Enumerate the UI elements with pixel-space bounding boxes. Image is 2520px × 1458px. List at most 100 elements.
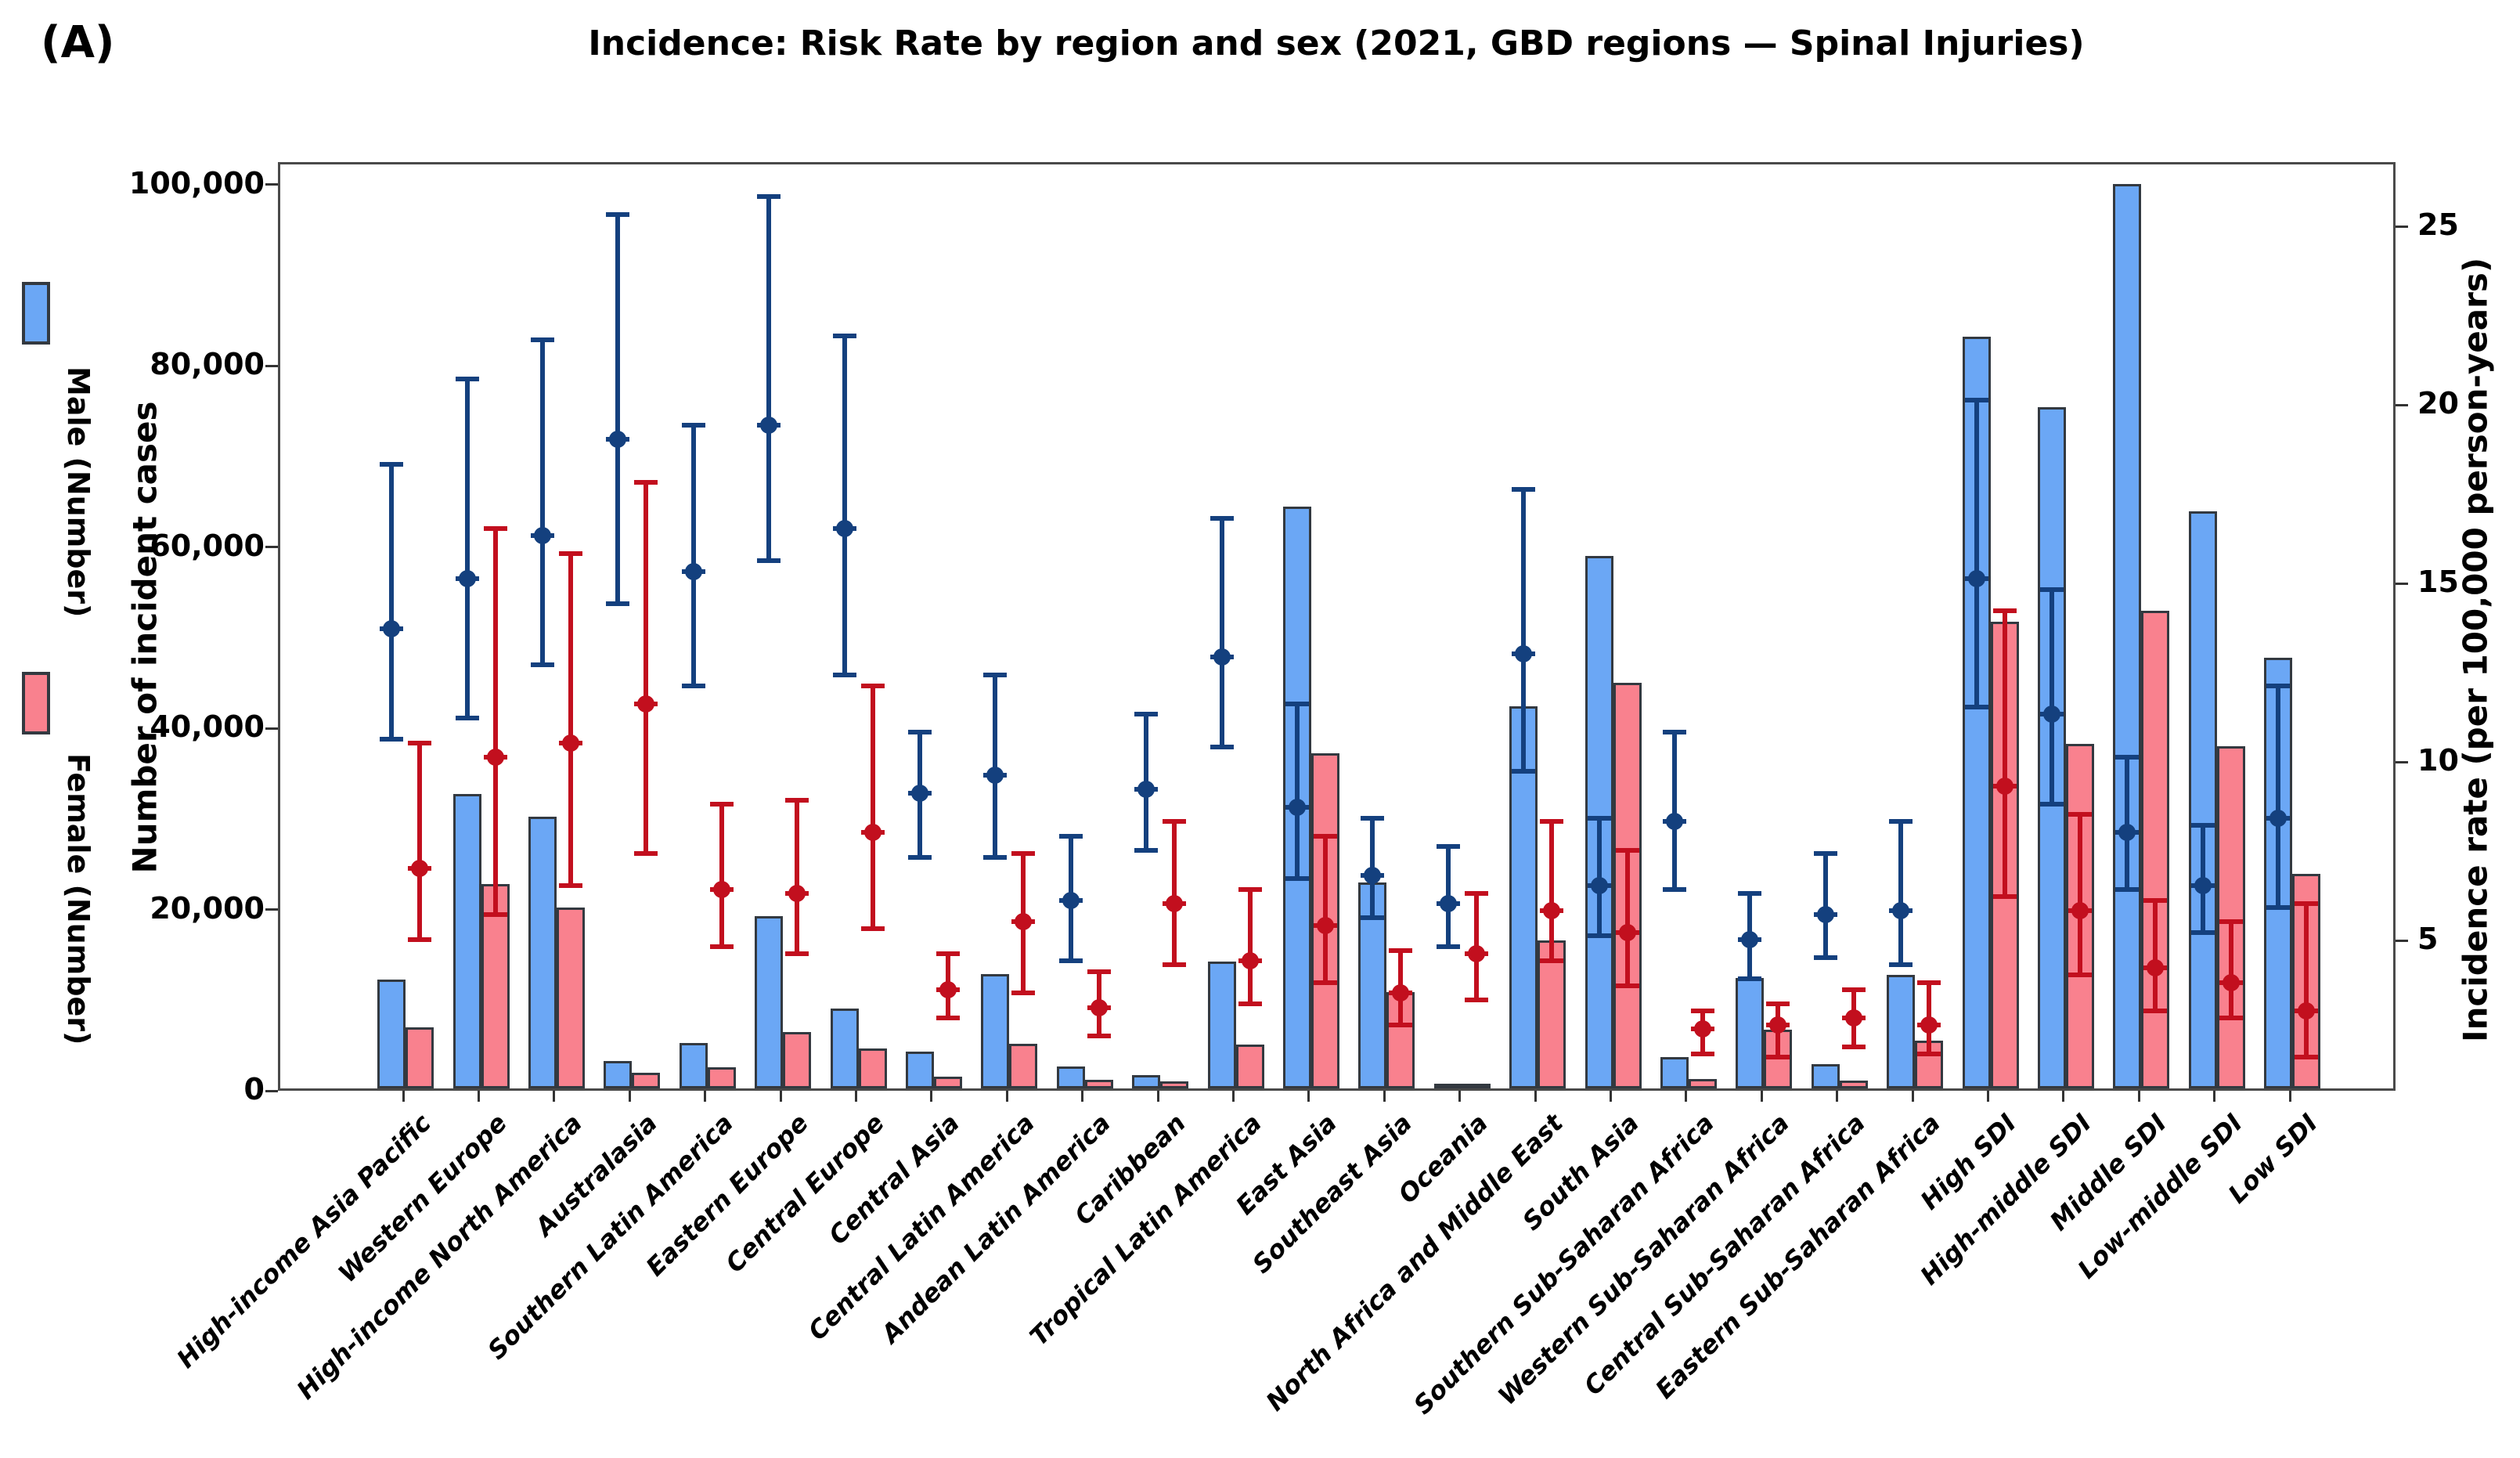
male-rate-errorbar-line [1671, 732, 1677, 890]
female-rate-errorbar-cap-top [1841, 987, 1866, 992]
female-bar [556, 907, 585, 1088]
female-rate-errorbar-cap-bottom [1992, 894, 2017, 900]
x-category-label: Central Asia [822, 1108, 965, 1250]
x-axis-tick [930, 1091, 933, 1102]
female-rate-errorbar-line [1624, 850, 1630, 987]
male-rate-errorbar-cap-bottom [1210, 744, 1234, 749]
female-rate-errorbar-cap-top [1992, 608, 2017, 614]
x-category-label: Tropical Latin America [1023, 1108, 1267, 1352]
female-rate-errorbar-cap-top [1087, 969, 1111, 974]
female-rate-errorbar-cap-bottom [785, 951, 809, 957]
female-rate-errorbar-line [644, 482, 649, 854]
female-rate-errorbar-cap-bottom [1690, 1051, 1714, 1056]
female-rate-errorbar-point [1844, 1009, 1862, 1027]
female-rate-errorbar-cap-bottom [483, 911, 507, 917]
legend-female-label: Female (Number) [61, 753, 96, 1045]
male-rate-errorbar-cap-bottom [832, 673, 856, 678]
female-rate-errorbar-line [1247, 889, 1253, 1004]
female-bar [1386, 992, 1415, 1088]
left-axis-tick-label: 80,000 [150, 347, 265, 382]
left-axis-tick-label: 60,000 [150, 528, 265, 563]
female-bar [783, 1032, 812, 1088]
x-axis-tick [1156, 1091, 1159, 1102]
female-rate-errorbar-line [2077, 814, 2082, 976]
female-bar [1084, 1080, 1113, 1088]
male-rate-errorbar-cap-bottom [2115, 886, 2140, 892]
female-rate-errorbar-point [486, 749, 504, 767]
female-rate-errorbar-line [2228, 922, 2233, 1019]
female-rate-errorbar-point [1392, 984, 1410, 1002]
panel-label: (A) [41, 17, 115, 68]
x-category-label: High SDI [1914, 1108, 2022, 1216]
female-rate-errorbar-cap-bottom [1917, 1051, 1941, 1056]
female-bar [1538, 940, 1566, 1088]
male-rate-errorbar-cap-top [1889, 819, 1913, 825]
female-rate-errorbar-point [712, 880, 730, 898]
male-rate-errorbar-cap-bottom [530, 662, 554, 667]
female-rate-errorbar-cap-top [1163, 819, 1187, 825]
x-axis-tick [1911, 1091, 1914, 1102]
x-category-label: Southeast Asia [1246, 1108, 1419, 1279]
x-category-label: Low-middle SDI [2071, 1108, 2248, 1285]
x-category-label: High-income North America [290, 1108, 588, 1406]
male-rate-errorbar-cap-bottom [1813, 955, 1837, 960]
female-rate-errorbar-point [939, 980, 957, 998]
x-axis-tick [2213, 1091, 2216, 1102]
x-category-label: North Africa and Middle East [1260, 1108, 1570, 1417]
male-rate-errorbar-cap-bottom [757, 558, 781, 564]
male-rate-errorbar-point [1515, 644, 1533, 662]
female-rate-errorbar-cap-top [408, 740, 432, 745]
female-rate-errorbar-cap-top [1389, 947, 1413, 953]
x-category-label: Low SDI [2222, 1108, 2324, 1210]
right-axis-tick [2396, 225, 2408, 228]
female-rate-errorbar-cap-top [1313, 833, 1337, 839]
male-bar [1887, 975, 1916, 1088]
left-axis-tick [265, 546, 278, 549]
male-rate-errorbar-cap-bottom [681, 683, 705, 688]
female-rate-errorbar-cap-top [2068, 812, 2092, 817]
male-rate-errorbar-cap-bottom [455, 716, 479, 721]
female-rate-errorbar-point [2071, 902, 2089, 920]
female-bar [1613, 682, 1642, 1088]
female-rate-errorbar-point [1467, 945, 1485, 963]
male-rate-errorbar-point [1288, 799, 1306, 817]
male-rate-errorbar-point [2194, 877, 2212, 895]
female-rate-errorbar-line [568, 554, 573, 886]
male-rate-errorbar-cap-top [1436, 844, 1460, 850]
male-bar [679, 1043, 708, 1088]
male-rate-errorbar-line [993, 675, 998, 857]
male-rate-errorbar-point [760, 416, 778, 434]
female-rate-errorbar-cap-bottom [1163, 962, 1187, 967]
x-axis-tick [2137, 1091, 2140, 1102]
male-rate-errorbar-cap-bottom [1285, 876, 1309, 882]
left-axis-tick-label: 0 [243, 1072, 265, 1106]
female-rate-errorbar-cap-bottom [2295, 1055, 2319, 1060]
male-rate-errorbar-point [1892, 902, 1910, 920]
male-rate-errorbar-line [2276, 685, 2281, 908]
female-rate-errorbar-cap-bottom [1464, 998, 1488, 1003]
x-category-label: Andean Latin America [875, 1108, 1116, 1349]
male-bar [1056, 1066, 1085, 1088]
left-axis-tick [265, 364, 278, 367]
female-rate-errorbar-point [1769, 1016, 1787, 1034]
right-axis-tick-label: 10 [2417, 743, 2459, 778]
male-bar [2037, 406, 2066, 1088]
male-rate-errorbar-cap-top [1813, 851, 1837, 857]
male-rate-errorbar-cap-bottom [1662, 886, 1686, 892]
male-bar [2113, 184, 2142, 1088]
female-bar [2065, 744, 2094, 1088]
x-category-label: High-income Asia Pacific [171, 1108, 437, 1374]
male-rate-errorbar-cap-top [2190, 822, 2215, 828]
legend-female-swatch [22, 672, 50, 734]
right-axis-tick-label: 15 [2417, 565, 2459, 600]
left-axis-tick [265, 908, 278, 911]
male-rate-errorbar-cap-bottom [2190, 929, 2215, 935]
x-axis-tick [1685, 1091, 1688, 1102]
female-rate-errorbar-line [2153, 900, 2158, 1012]
female-rate-errorbar-line [492, 529, 498, 915]
female-bar [1462, 1084, 1491, 1088]
male-rate-errorbar-cap-bottom [2039, 801, 2064, 807]
male-rate-errorbar-point [1590, 877, 1608, 895]
male-rate-errorbar-line [1294, 703, 1300, 879]
female-rate-errorbar-cap-bottom [1766, 1055, 1790, 1060]
